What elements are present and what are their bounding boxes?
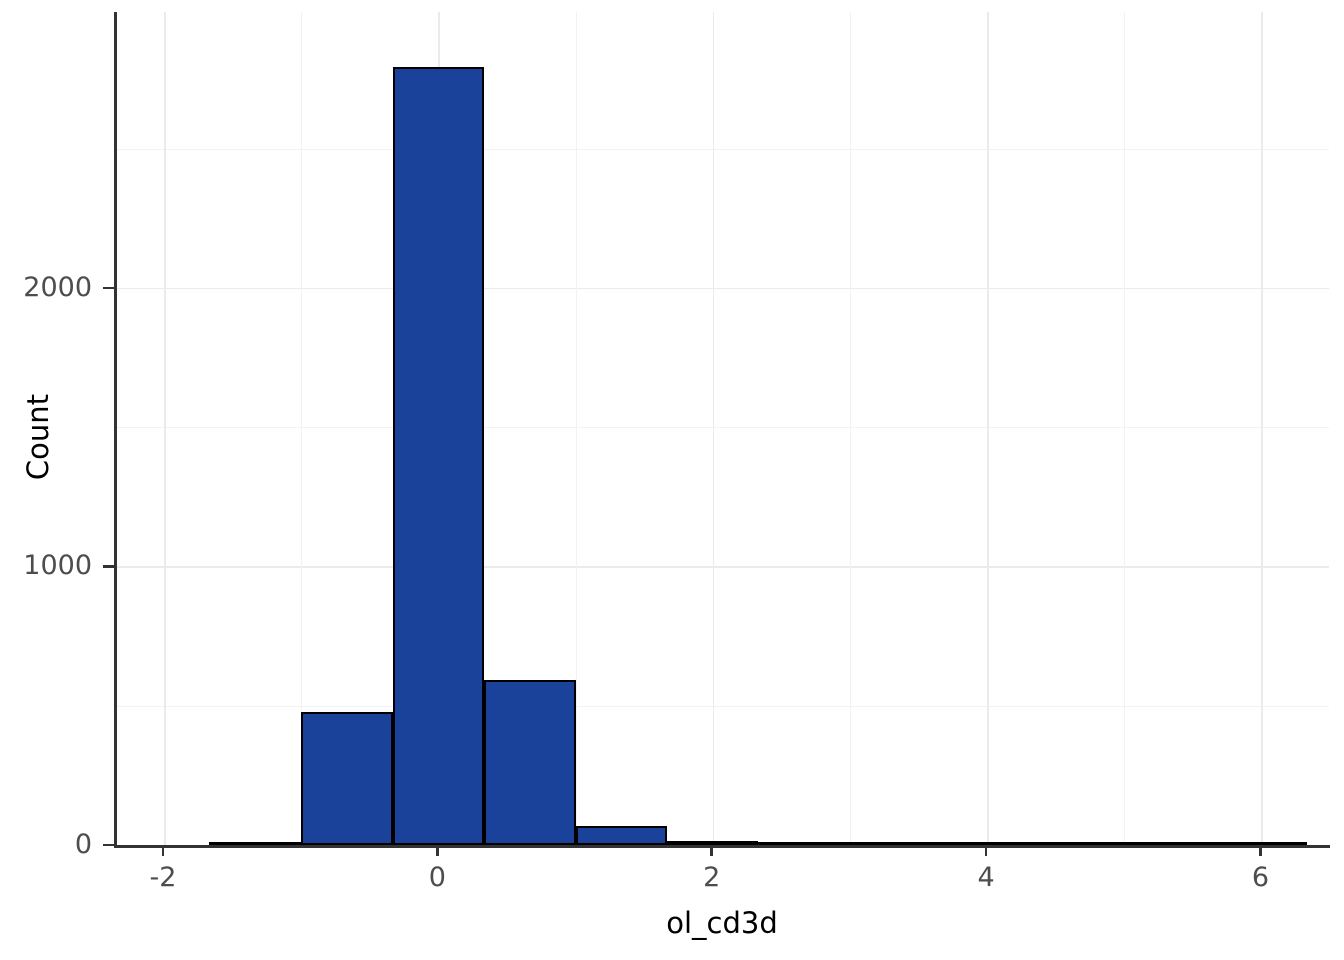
gridline-minor-vertical xyxy=(849,12,851,845)
gridline-major-vertical xyxy=(1261,12,1263,845)
y-axis-tick-label: 0 xyxy=(74,829,92,860)
gridline-major-vertical xyxy=(987,12,989,845)
histogram-bar xyxy=(1032,842,1125,845)
histogram-bar xyxy=(301,711,394,845)
gridline-major-horizontal xyxy=(116,566,1329,568)
y-axis-tick xyxy=(103,286,114,290)
plot-area xyxy=(116,12,1329,847)
histogram-bar xyxy=(1124,842,1217,845)
gridline-minor-horizontal xyxy=(116,427,1329,429)
gridline-minor-horizontal xyxy=(116,148,1329,150)
x-axis-tick xyxy=(1259,845,1262,856)
y-axis-tick xyxy=(103,565,114,568)
histogram-bar xyxy=(941,842,1033,845)
histogram-bar xyxy=(483,680,576,845)
y-axis-tick-label: 1000 xyxy=(23,550,92,582)
x-axis-tick-label: 2 xyxy=(703,862,721,893)
y-axis-title: Count xyxy=(21,393,55,481)
histogram-bar xyxy=(667,840,758,845)
histogram-bar xyxy=(393,66,484,845)
gridline-major-horizontal xyxy=(116,287,1329,290)
x-axis-tick-label: 4 xyxy=(977,862,995,893)
histogram-bar xyxy=(209,842,302,845)
gridline-minor-vertical xyxy=(1124,12,1126,845)
x-axis-tick xyxy=(161,845,165,856)
x-axis-tick-label: -2 xyxy=(149,862,177,893)
x-axis-tick xyxy=(436,845,439,856)
x-axis-title: ol_cd3d xyxy=(666,906,778,940)
gridline-major-vertical xyxy=(712,12,715,845)
gridline-major-vertical xyxy=(164,12,166,845)
gridline-minor-vertical xyxy=(301,12,303,845)
plot-panel xyxy=(115,12,1329,847)
x-axis-tick xyxy=(984,845,988,856)
x-axis-tick-label: 0 xyxy=(428,862,446,893)
x-axis-line xyxy=(114,845,1330,848)
y-axis-tick-label: 2000 xyxy=(23,271,92,303)
x-axis-tick xyxy=(710,845,713,856)
x-axis-tick-label: 6 xyxy=(1251,862,1269,893)
y-axis-tick xyxy=(103,843,114,847)
gridline-minor-vertical xyxy=(575,12,577,845)
gridline-minor-horizontal xyxy=(116,705,1329,707)
y-axis-line xyxy=(114,12,117,845)
histogram-bar xyxy=(575,826,668,845)
